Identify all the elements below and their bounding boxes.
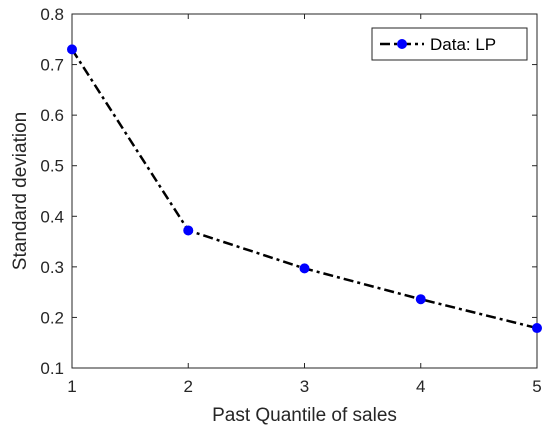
y-tick-label: 0.4 (40, 207, 64, 226)
y-tick-label: 0.8 (40, 5, 64, 24)
y-tick-label: 0.2 (40, 308, 64, 327)
x-axis-title: Past Quantile of sales (212, 405, 397, 426)
legend: Data: LP (371, 27, 528, 61)
x-tick-label: 1 (67, 377, 76, 396)
y-tick-label: 0.6 (40, 106, 64, 125)
y-tick-label: 0.1 (40, 359, 64, 378)
data-point (532, 323, 542, 334)
data-point (67, 44, 77, 55)
y-axis: 0.1 0.2 0.3 0.4 0.5 0.6 0.7 0.8 (40, 5, 537, 378)
x-tick-label: 5 (532, 377, 541, 396)
y-axis-title: Standard deviation (10, 112, 31, 270)
data-point (183, 225, 194, 236)
x-tick-label: 2 (184, 377, 193, 396)
legend-label: Data: LP (430, 35, 496, 54)
y-tick-label: 0.7 (40, 56, 64, 75)
y-tick-label: 0.5 (40, 157, 64, 176)
x-tick-label: 4 (416, 377, 425, 396)
plot-area (71, 13, 538, 369)
x-axis: 1 2 3 4 5 (67, 14, 542, 396)
data-point (415, 294, 426, 305)
y-tick-label: 0.3 (40, 258, 64, 277)
x-tick-label: 3 (300, 377, 309, 396)
data-point (299, 263, 310, 274)
legend-marker (397, 39, 407, 49)
series-layer (67, 44, 542, 334)
